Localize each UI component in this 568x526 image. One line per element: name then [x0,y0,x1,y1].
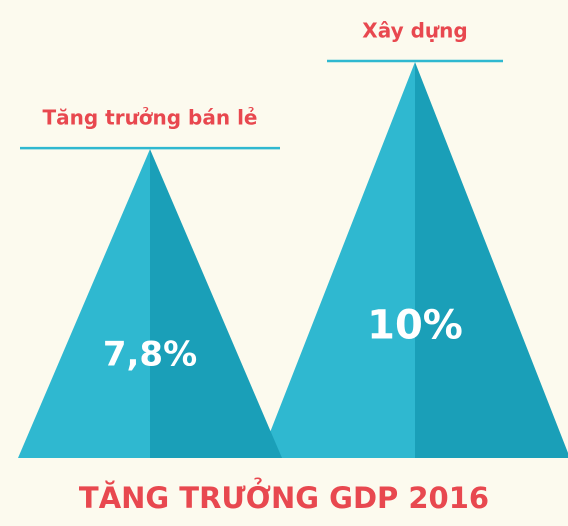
value-label: 10% [367,302,463,348]
category-label: Tăng trưởng bán lẻ [42,106,257,130]
triangle-half [150,149,282,458]
triangle [18,149,282,458]
triangle [260,62,568,458]
triangle-half [18,149,150,458]
triangle-half [260,62,415,458]
triangle-half [415,62,568,458]
chart-title: TĂNG TRƯỞNG GDP 2016 [79,477,489,515]
value-label: 7,8% [103,335,197,375]
category-label: Xây dựng [362,19,467,43]
